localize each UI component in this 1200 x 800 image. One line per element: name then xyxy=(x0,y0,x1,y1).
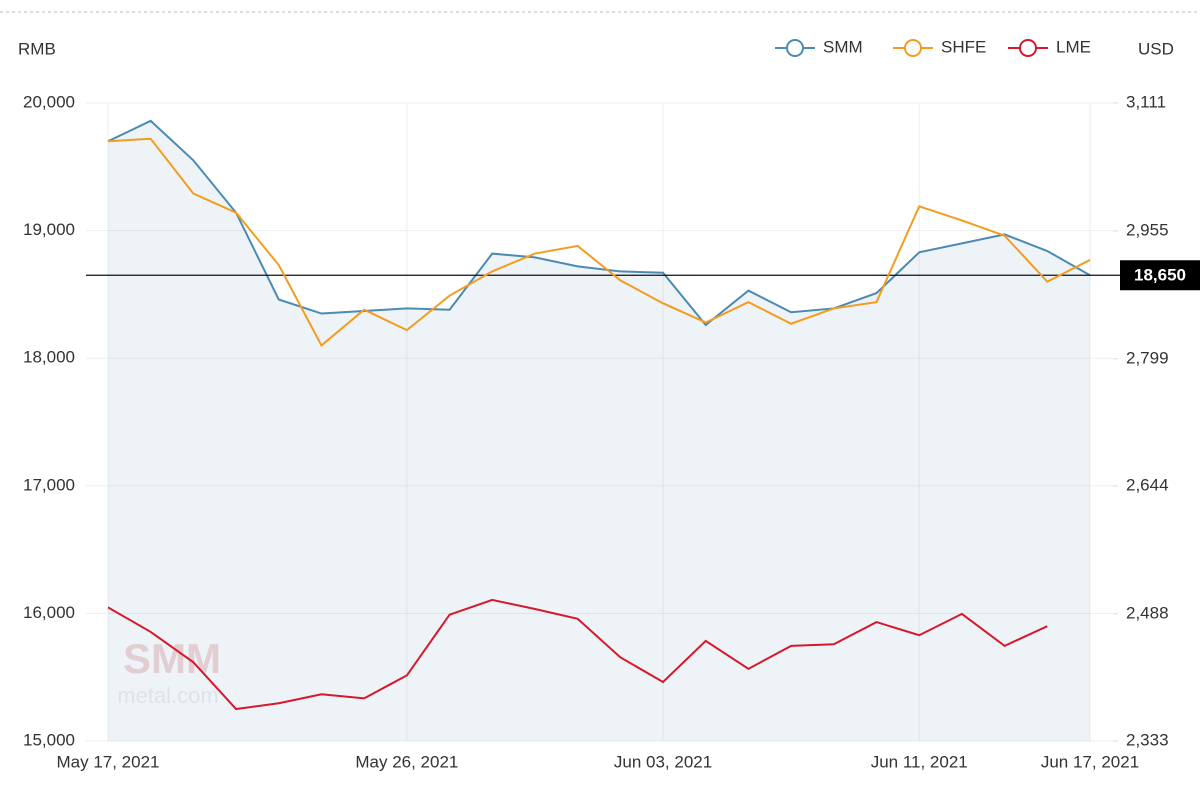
y-tick-label: 18,000 xyxy=(23,348,75,367)
watermark-sub: metal.com xyxy=(117,683,218,708)
y2-tick-label: 2,644 xyxy=(1126,475,1169,494)
y2-tick-label: 3,111 xyxy=(1126,92,1166,111)
line xyxy=(107,119,1091,327)
legend-label: LME xyxy=(1056,37,1091,56)
legend-marker xyxy=(904,39,922,57)
line xyxy=(107,137,1091,347)
y2-tick-label: 2,955 xyxy=(1126,220,1169,239)
x-tick-label: Jun 17, 2021 xyxy=(1041,752,1139,771)
y2-tick-label: 2,799 xyxy=(1126,348,1169,367)
legend-marker xyxy=(1019,39,1037,57)
legend-label: SMM xyxy=(823,37,863,56)
value-label-box xyxy=(1120,260,1200,291)
line xyxy=(107,598,1048,711)
y-tick-label: 19,000 xyxy=(23,220,75,239)
x-tick-label: Jun 03, 2021 xyxy=(614,752,712,771)
y-tick-label: 17,000 xyxy=(23,475,75,494)
value-label: 18,650 xyxy=(1134,266,1186,285)
legend-marker xyxy=(786,39,804,57)
y2-axis-label: USD xyxy=(1138,39,1174,58)
y-axis-label: RMB xyxy=(18,39,56,58)
legend-label: SHFE xyxy=(941,37,986,56)
y2-tick-label: 2,488 xyxy=(1126,603,1169,622)
area xyxy=(108,120,1090,741)
y2-tick-label: 2,333 xyxy=(1126,730,1169,749)
y-tick-label: 20,000 xyxy=(23,92,75,111)
x-tick-label: May 17, 2021 xyxy=(56,752,159,771)
x-tick-label: Jun 11, 2021 xyxy=(871,752,968,771)
x-tick-label: May 26, 2021 xyxy=(355,752,458,771)
y-tick-label: 16,000 xyxy=(23,603,75,622)
y-tick-label: 15,000 xyxy=(23,730,75,749)
